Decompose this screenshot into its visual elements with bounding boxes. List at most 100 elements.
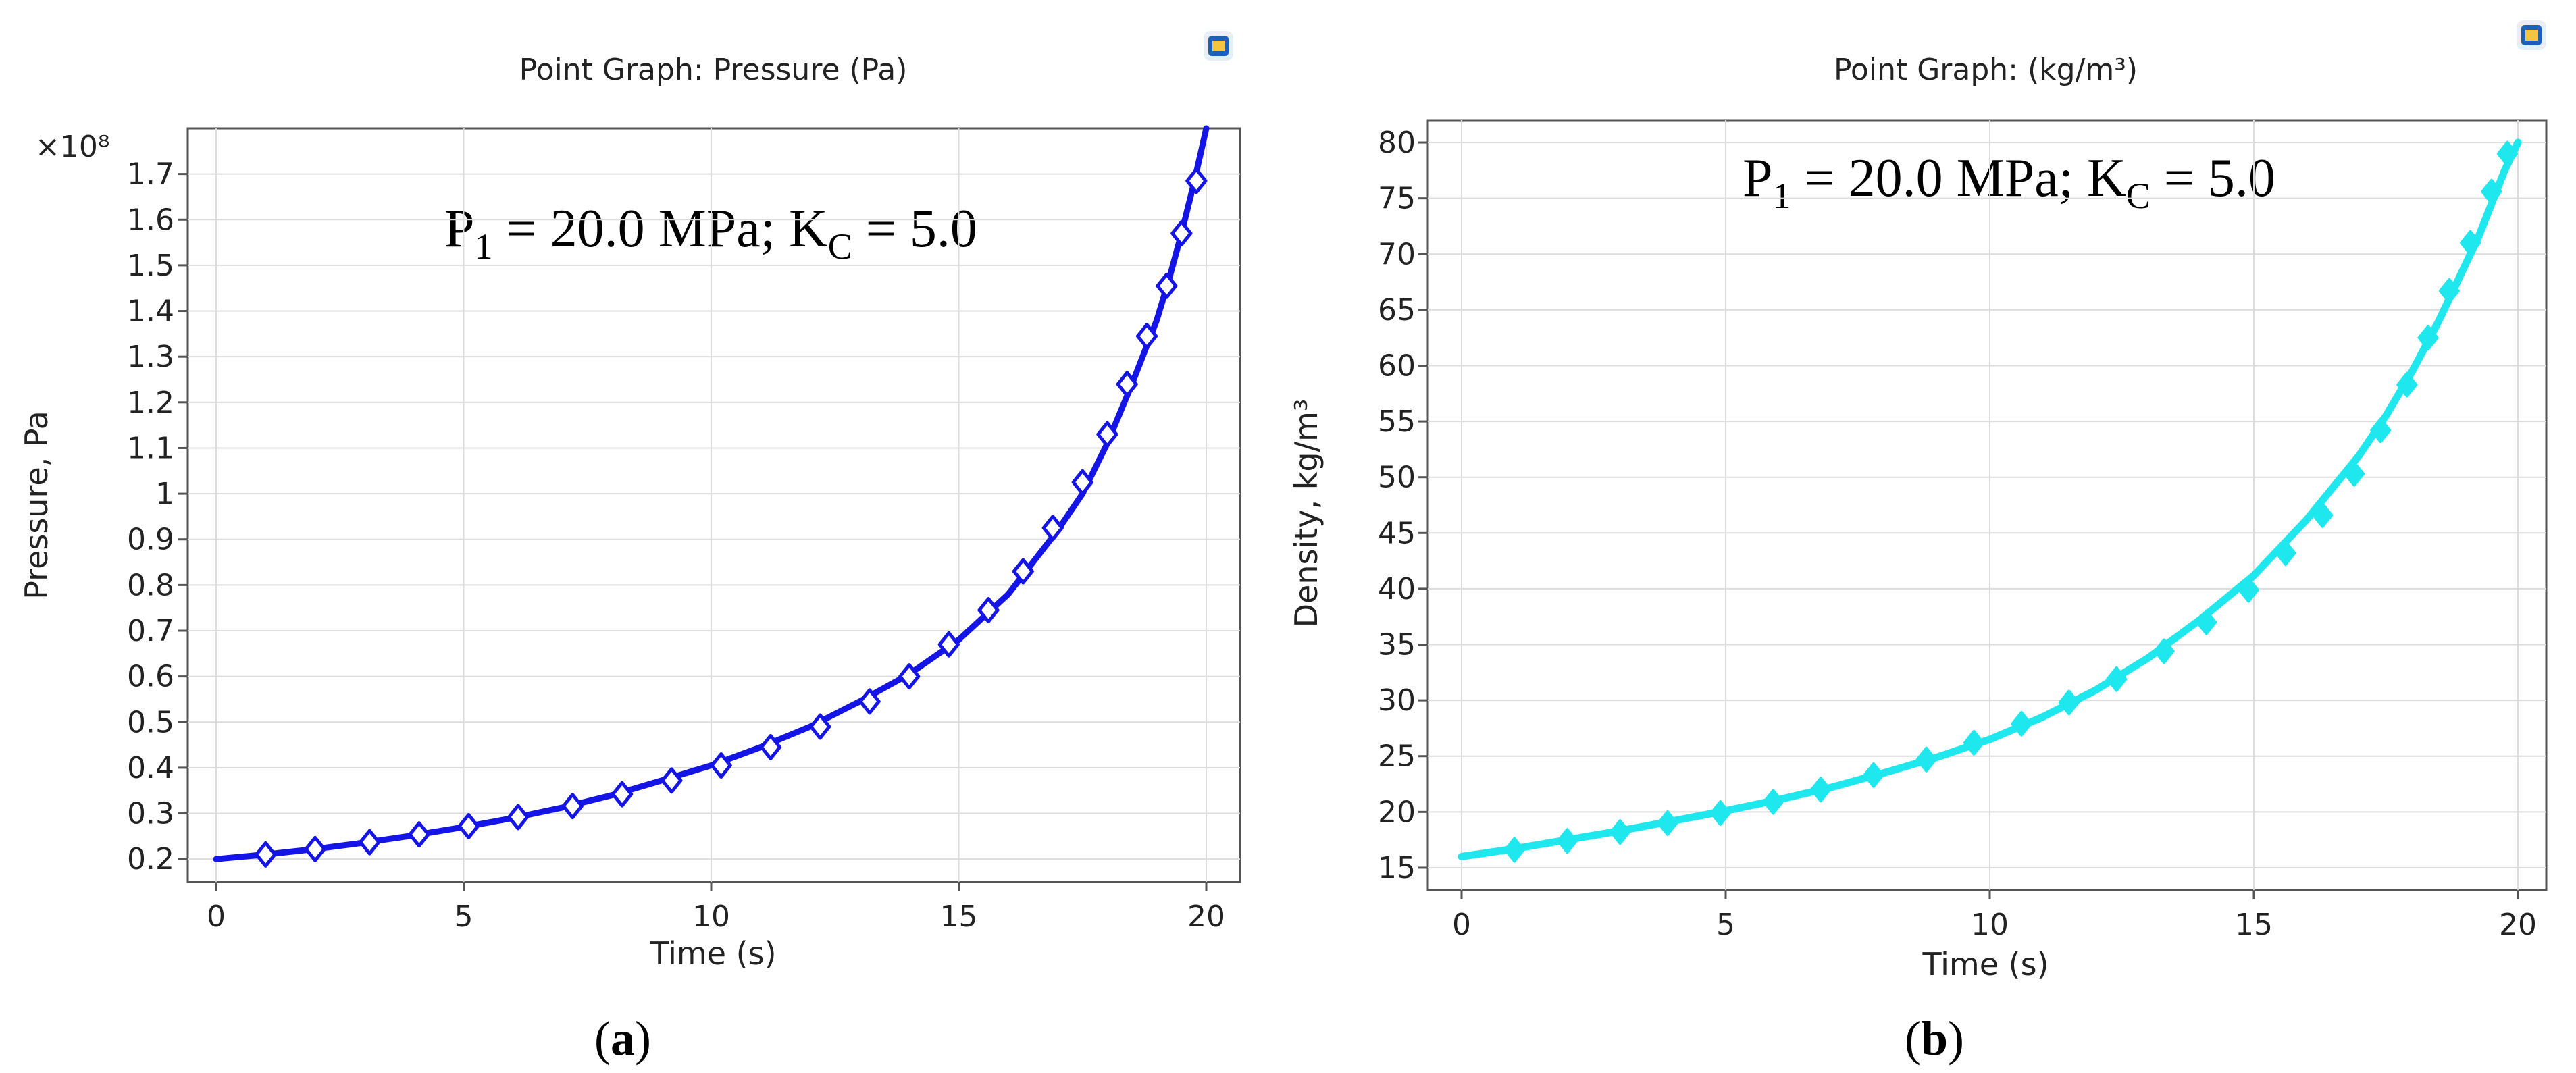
y-tick-label: 0.4 <box>127 751 174 785</box>
data-point <box>507 804 530 831</box>
y-tick-label: 1 <box>155 477 174 511</box>
chart-panel-b: Point Graph: (kg/m³) Density, kg/m³ Time… <box>1288 20 2548 1066</box>
annotation-p: P <box>444 199 475 259</box>
y-tick-label: 1.5 <box>127 248 174 283</box>
data-point <box>809 713 831 740</box>
y-axis-label: Pressure, Pa <box>18 411 55 600</box>
y-tick-label: 55 <box>1378 404 1416 439</box>
data-point <box>2312 502 2334 528</box>
data-point <box>611 781 634 808</box>
plot-area <box>1426 119 2548 891</box>
annotation-k-sub: C <box>2126 176 2150 216</box>
x-tick-label: 15 <box>940 899 978 934</box>
x-tick-label: 0 <box>1452 908 1471 942</box>
data-point <box>561 793 584 820</box>
legend-icon[interactable] <box>1204 31 1233 61</box>
data-point <box>2106 666 2128 692</box>
chart-title: Point Graph: (kg/m³) <box>1834 53 2138 87</box>
y-tick-label: 1.2 <box>127 386 174 420</box>
data-point <box>661 767 683 794</box>
y-tick-label: 75 <box>1378 182 1416 216</box>
y-tick-label: 20 <box>1378 795 1416 829</box>
legend-icon[interactable] <box>2517 20 2546 50</box>
y-tick-label: 60 <box>1378 348 1416 383</box>
annotation-p-sub: 1 <box>1773 176 1791 216</box>
y-tick-label: 0.7 <box>127 614 174 648</box>
data-point <box>2011 710 2032 737</box>
annotation-p: P <box>1743 149 1773 208</box>
panel-label-a: (a) <box>594 1012 651 1066</box>
data-point <box>1170 220 1193 247</box>
data-point <box>2343 461 2365 487</box>
data-point <box>1185 167 1208 194</box>
data-point <box>2370 417 2392 444</box>
chart-annotation: P1 = 20.0 MPa; KC = 5.0 <box>1743 149 2275 216</box>
data-point <box>408 821 430 848</box>
data-point <box>1156 272 1178 299</box>
data-point <box>2153 638 2175 664</box>
y-tick-label: 25 <box>1378 739 1416 774</box>
y-tick-label: 40 <box>1378 572 1416 606</box>
x-tick-label: 15 <box>2235 908 2273 942</box>
x-tick-label: 20 <box>2499 908 2537 942</box>
data-point <box>1810 777 1832 803</box>
data-point <box>937 631 960 658</box>
annotation-p-rest: = 20.0 MPa; K <box>493 199 828 259</box>
data-point <box>1116 371 1138 398</box>
y-tick-label: 80 <box>1378 126 1416 160</box>
y-tick-label: 70 <box>1378 237 1416 271</box>
y-tick-label: 45 <box>1378 516 1416 550</box>
data-point <box>1556 828 1578 854</box>
data-point <box>2275 540 2296 567</box>
panel-label-b: (b) <box>1905 1012 1964 1066</box>
data-point <box>759 733 782 760</box>
y-tick-label: 1.4 <box>127 294 174 329</box>
data-point <box>304 835 326 862</box>
data-point <box>1863 762 1884 788</box>
x-tick-label: 20 <box>1187 899 1225 934</box>
data-point <box>1071 469 1093 496</box>
x-tick-label: 5 <box>1716 908 1735 942</box>
chart-b-marks: 0 5 10 15 20 15 20 25 30 35 40 45 50 55 60 65 70 75 80 <box>1378 120 2546 942</box>
data-point <box>1762 789 1784 815</box>
annotation-p-rest: = 20.0 MPa; K <box>1791 149 2126 208</box>
y-tick-label: 1.1 <box>127 431 174 465</box>
y-tick-label: 50 <box>1378 461 1416 495</box>
y-tick-label: 65 <box>1378 293 1416 328</box>
x-tick-label: 10 <box>692 899 730 934</box>
x-tick-label: 0 <box>207 899 226 934</box>
data-point <box>1012 558 1034 585</box>
data-point <box>359 829 381 856</box>
y-tick-label: 0.8 <box>127 568 174 602</box>
data-point <box>1503 837 1525 863</box>
data-point <box>1041 515 1064 542</box>
data-point <box>457 812 480 839</box>
y-tick-label: 0.6 <box>127 660 174 694</box>
y-tick-label: 1.6 <box>127 203 174 237</box>
data-point <box>1657 810 1678 836</box>
plot-area <box>186 127 1241 883</box>
data-point <box>2481 178 2502 205</box>
y-tick-label: 35 <box>1378 628 1416 662</box>
data-point <box>1963 729 1985 756</box>
x-axis-label: Time (s) <box>649 935 776 972</box>
data-point <box>255 841 277 868</box>
y-tick-label: 1.3 <box>127 340 174 374</box>
data-point <box>2417 325 2439 351</box>
y-tick-label: 30 <box>1378 683 1416 718</box>
data-point <box>1709 800 1731 826</box>
annotation-k-rest: = 5.0 <box>852 199 977 259</box>
y-tick-label: 0.3 <box>127 797 174 831</box>
data-point <box>1915 746 1937 773</box>
data-point <box>2238 577 2259 603</box>
data-point <box>1135 323 1158 350</box>
data-point <box>2496 140 2518 167</box>
data-point <box>1096 421 1118 448</box>
y-tick-label: 15 <box>1378 851 1416 885</box>
annotation-p-sub: 1 <box>475 226 493 267</box>
data-point <box>977 597 1000 624</box>
y-tick-label: 1.7 <box>127 157 174 192</box>
chart-a-marks: 0 5 10 15 20 0.2 0.3 0.4 0.5 0.6 0.7 0.8 0.9 1 1.1 1.2 1… <box>127 125 1240 934</box>
y-tick-label: 0.9 <box>127 523 174 557</box>
